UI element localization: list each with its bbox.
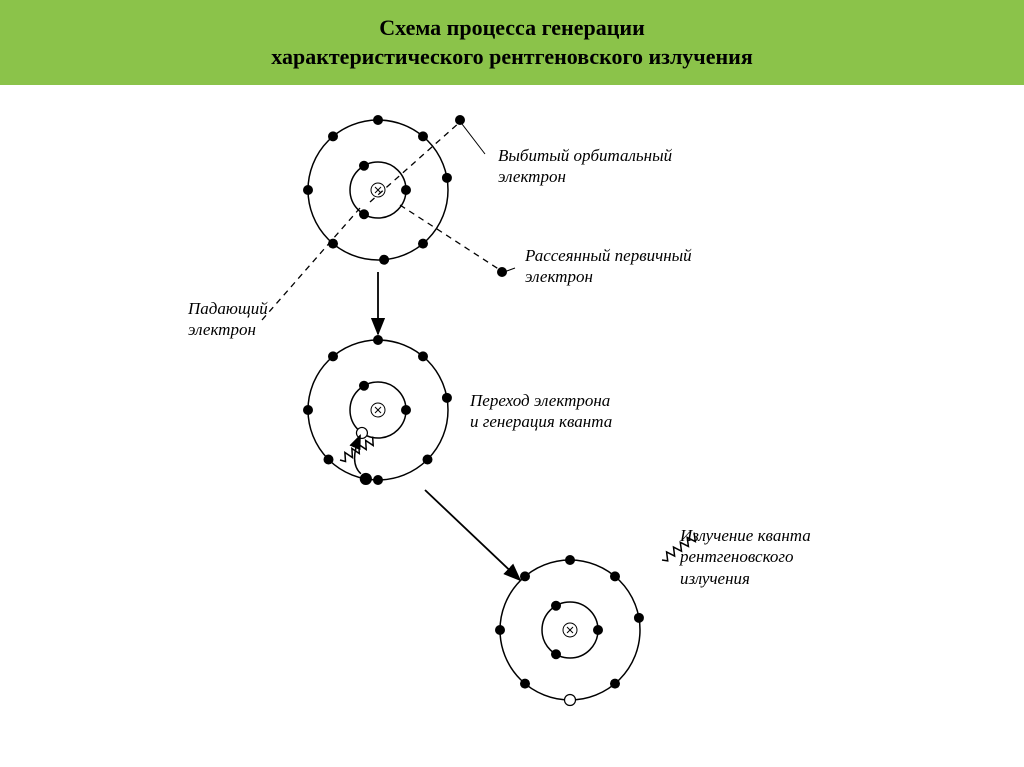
electron — [551, 601, 561, 611]
label-scattered: Рассеянный первичный электрон — [525, 245, 692, 288]
free-electron — [455, 115, 465, 125]
electron — [401, 185, 411, 195]
diagram-container: Падающий электрон Выбитый орбитальный эле… — [0, 90, 1024, 767]
electron — [373, 475, 383, 485]
label-ejected: Выбитый орбитальный электрон — [498, 145, 672, 188]
electron — [634, 613, 644, 623]
electron — [593, 625, 603, 635]
electron — [418, 131, 428, 141]
electron — [520, 571, 530, 581]
slide-header: Схема процесса генерации характеристичес… — [0, 0, 1024, 85]
electron — [379, 255, 389, 265]
electron — [373, 115, 383, 125]
label-incident: Падающий электрон — [188, 298, 268, 341]
electron-path — [262, 208, 360, 320]
electron — [610, 679, 620, 689]
electron — [359, 381, 369, 391]
header-line1: Схема процесса генерации — [0, 14, 1024, 43]
electron — [328, 351, 338, 361]
photon-wave — [340, 437, 373, 462]
label-transition: Переход электрона и генерация кванта — [470, 390, 612, 433]
electron — [551, 649, 561, 659]
vacancy — [360, 473, 371, 484]
electron — [418, 239, 428, 249]
stage-arrow — [425, 490, 520, 580]
electron-path — [400, 205, 500, 270]
vacancy — [356, 427, 367, 438]
electron — [442, 393, 452, 403]
electron — [565, 555, 575, 565]
label-leader — [462, 124, 485, 154]
electron — [401, 405, 411, 415]
electron — [495, 625, 505, 635]
electron — [303, 185, 313, 195]
electron — [442, 173, 452, 183]
electron — [359, 209, 369, 219]
free-electron — [497, 267, 507, 277]
electron — [520, 679, 530, 689]
electron — [418, 351, 428, 361]
label-emission: Излучение кванта рентгеновского излучени… — [680, 525, 811, 589]
electron — [324, 454, 334, 464]
electron — [422, 454, 432, 464]
electron — [328, 131, 338, 141]
vacancy — [565, 695, 576, 706]
electron — [610, 571, 620, 581]
header-line2: характеристического рентгеновского излуч… — [0, 43, 1024, 72]
electron — [373, 335, 383, 345]
electron — [359, 161, 369, 171]
electron — [303, 405, 313, 415]
